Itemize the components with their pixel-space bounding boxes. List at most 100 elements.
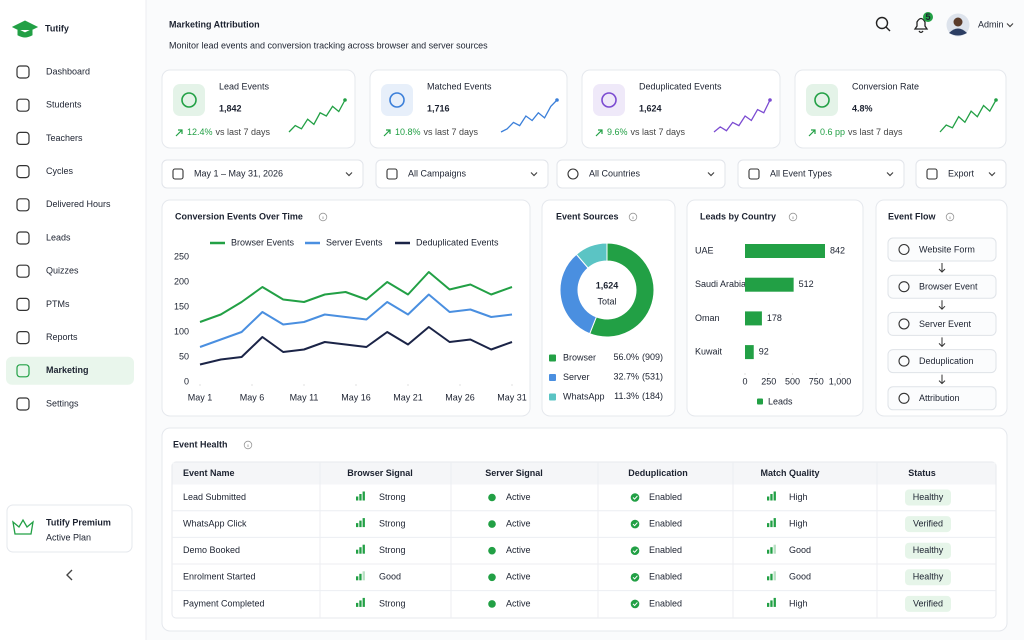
server-signal: Active [506,518,531,528]
filter-box [915,159,1007,189]
flow-step-label: Deduplication [919,356,974,366]
nav-label[interactable]: Settings [46,398,79,408]
nav-label[interactable]: Marketing [46,365,89,375]
bar [745,277,794,292]
y-tick-label: Oman [695,313,720,323]
chevron [530,172,538,177]
nav-icon [16,264,30,278]
bell-icon[interactable] [913,17,929,34]
search-icon [885,26,891,32]
nav-label[interactable]: Dashboard [46,66,90,76]
chart-title: Conversion Events Over Time [175,211,303,221]
status-pill [905,542,951,559]
count-label: (909) [642,352,663,362]
nav-label[interactable]: Teachers [46,133,83,143]
filter-control[interactable]: Export [915,159,1007,189]
kpi-label: Conversion Rate [852,81,919,91]
nav-item[interactable]: Delivered Hours [16,198,111,212]
kpi-label: Matched Events [427,81,492,91]
event-name: WhatsApp Click [183,518,247,528]
kpi-card [369,69,568,149]
kpi-change-value: 12.4% [187,127,213,137]
kpi-change: 9.6% vs last 7 days [607,127,686,137]
filter-control[interactable]: May 1 – May 31, 2026 [161,159,364,189]
signal-bar [362,571,365,581]
filter-control[interactable]: All Campaigns [375,159,549,189]
line-series [199,293,513,348]
kpi-value: 1,842 [219,103,242,113]
notification-badge [923,12,933,22]
nav-item[interactable]: Cycles [16,165,74,179]
nav-item[interactable]: Reports [16,331,78,345]
info-icon [243,440,253,450]
kpi-change-note: vs last 7 days [848,127,903,137]
flow-arrow [938,300,946,310]
filter-label[interactable]: May 1 – May 31, 2026 [194,168,283,178]
kpi-label: Deduplicated Events [639,81,722,91]
y-tick-label: 50 [179,351,189,361]
chevron [707,172,715,177]
kpi-icon-bg [173,84,205,116]
avatar-head [953,17,963,27]
nav-label[interactable]: PTMs [46,299,70,309]
nav-label[interactable]: Leads [46,232,71,242]
table-header-bg [172,462,996,485]
chevron [886,172,894,177]
legend-label: Browser Events [231,237,295,247]
nav-item[interactable]: PTMs [16,297,70,311]
filter-box [737,159,905,189]
filter-icon [926,168,938,180]
check-icon [630,493,640,502]
legend-swatch [549,393,556,401]
filter-label[interactable]: All Event Types [770,168,832,178]
user-name[interactable]: Admin [978,19,1004,29]
chart-title: Leads by Country [700,211,776,221]
column-header: Server Signal [485,468,543,478]
signal-bar [773,544,776,554]
flow-step-icon [898,392,910,404]
server-signal: Active [506,545,531,555]
table-title: Event Health [173,439,228,449]
count-label: (184) [642,391,663,401]
check-icon [630,573,640,582]
signal-bar [359,520,362,528]
search-icon[interactable] [875,16,889,30]
nav-item[interactable]: Dashboard [16,65,90,79]
x-tick-label: 0 [742,376,747,386]
avatar-body [949,28,967,36]
kpi-change-value: 10.8% [395,127,421,137]
nav-item[interactable]: Quizzes [16,264,79,278]
nav-label[interactable]: Reports [46,332,78,342]
nav-label[interactable]: Students [46,100,82,110]
nav-icon [16,397,30,411]
flow-step [887,274,997,299]
filter-control[interactable]: All Countries [556,159,726,189]
sources-card [541,199,676,417]
nav-label[interactable]: Delivered Hours [46,199,111,209]
flow-step [887,311,997,336]
nav-label[interactable]: Quizzes [46,266,79,276]
legend-label: Leads [768,396,793,406]
premium-subtitle: Active Plan [46,532,91,542]
filter-control[interactable]: All Event Types [737,159,905,189]
nav-icon [16,98,30,112]
nav-item[interactable]: Marketing [6,356,134,385]
nav-item[interactable]: Leads [16,231,71,245]
filter-label[interactable]: All Countries [589,168,641,178]
match-quality: High [789,518,808,528]
filter-label[interactable]: Export [948,168,975,178]
nav-item[interactable]: Students [16,98,82,112]
legend-value: 32.7% (531) [613,372,663,382]
status-pill [905,569,951,586]
legend-value: 56.0% (909) [613,352,663,362]
check-icon [630,519,640,529]
x-tick-label: May 26 [445,392,475,402]
nav-item[interactable]: Teachers [16,131,83,145]
filter-label[interactable]: All Campaigns [408,168,467,178]
collapse-button[interactable] [66,569,73,581]
nav-item[interactable]: Settings [16,397,79,411]
trend-arrow [808,129,816,137]
nav-label[interactable]: Cycles [46,166,74,176]
chevron [1006,23,1014,28]
table-row: Enrolment Started Good Active Enabled Good He… [183,569,951,586]
